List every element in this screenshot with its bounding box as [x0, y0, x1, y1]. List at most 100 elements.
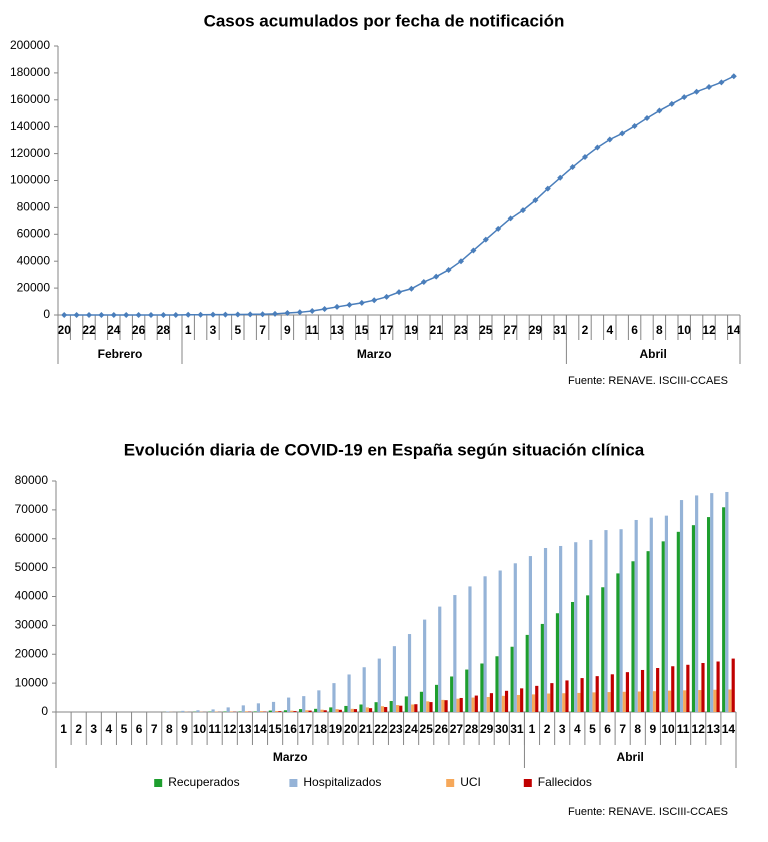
bar	[691, 525, 696, 712]
x-tick-label: 19	[329, 722, 343, 736]
marker	[619, 130, 626, 137]
legend-label: Hospitalizados	[303, 775, 381, 789]
bar	[256, 703, 260, 712]
bar	[459, 697, 463, 712]
x-tick-label: 26	[132, 323, 146, 337]
x-tick-label: 8	[634, 722, 641, 736]
bar	[634, 519, 638, 712]
bar	[646, 551, 650, 712]
bar	[377, 658, 381, 712]
marker	[61, 311, 68, 318]
marker	[668, 100, 675, 107]
x-tick-label: 13	[707, 722, 721, 736]
bar	[535, 685, 539, 712]
group-label: Marzo	[273, 750, 308, 764]
bar	[332, 683, 336, 712]
bar	[359, 704, 363, 712]
bar	[350, 708, 354, 712]
marker	[730, 73, 737, 80]
y-tick-label: 30000	[15, 618, 49, 632]
bar	[586, 595, 590, 712]
bar	[444, 700, 448, 712]
x-tick-label: 11	[306, 323, 319, 337]
x-tick-label: 14	[253, 722, 267, 736]
marker	[495, 225, 502, 232]
x-tick-label: 24	[404, 722, 418, 736]
x-tick-label: 31	[510, 722, 524, 736]
bar	[283, 710, 288, 712]
marker	[160, 311, 167, 318]
marker	[681, 94, 688, 101]
marker	[631, 123, 638, 130]
marker	[234, 311, 241, 318]
y-tick-label: 60000	[17, 226, 51, 240]
bar	[686, 664, 690, 712]
legend-label: Fallecidos	[538, 775, 592, 789]
x-tick-label: 21	[359, 722, 373, 736]
y-tick-label: 60000	[15, 531, 49, 545]
bar	[335, 709, 339, 712]
marker	[420, 279, 427, 286]
marker	[458, 258, 464, 265]
y-tick-label: 160000	[10, 92, 50, 106]
marker	[706, 84, 712, 91]
bar	[489, 693, 494, 712]
x-tick-label: 29	[529, 323, 543, 337]
bar	[223, 711, 227, 712]
marker	[718, 79, 725, 86]
y-tick-label: 70000	[15, 502, 49, 516]
bar	[268, 710, 272, 712]
bar	[293, 711, 297, 712]
bar	[625, 672, 630, 712]
bar	[456, 698, 460, 712]
marker	[185, 311, 192, 318]
marker	[644, 114, 650, 121]
x-tick-label: 27	[450, 722, 464, 736]
bar	[574, 542, 578, 712]
x-tick-label: 12	[702, 323, 716, 337]
bar	[347, 674, 351, 712]
group-label: Marzo	[357, 347, 392, 361]
bar	[592, 692, 596, 712]
y-tick-label: 80000	[15, 473, 49, 487]
bar	[196, 710, 200, 712]
bar	[671, 666, 675, 712]
y-tick-label: 20000	[17, 280, 51, 294]
bar	[513, 563, 517, 712]
marker	[693, 88, 700, 95]
marker	[396, 289, 402, 296]
bar	[211, 709, 215, 712]
bar	[495, 656, 499, 712]
bar	[616, 573, 620, 712]
marker	[172, 311, 179, 318]
x-tick-label: 9	[284, 323, 291, 337]
y-tick-label: 120000	[10, 146, 50, 160]
x-tick-label: 12	[223, 722, 237, 736]
bar	[229, 711, 233, 712]
x-tick-label: 22	[374, 722, 388, 736]
marker	[346, 301, 353, 308]
source-note: Fuente: RENAVE. ISCIII-CCAES	[568, 375, 728, 387]
bar	[396, 705, 400, 712]
x-tick-label: 2	[582, 323, 589, 337]
bar	[305, 710, 309, 712]
bar	[166, 711, 170, 712]
x-tick-label: 9	[650, 722, 657, 736]
bar	[399, 705, 403, 712]
x-tick-label: 6	[631, 323, 638, 337]
x-tick-label: 25	[420, 722, 434, 736]
marker	[383, 293, 390, 300]
marker	[210, 311, 216, 318]
bar	[661, 541, 665, 712]
y-tick-label: 20000	[15, 646, 49, 660]
x-tick-label: 6	[136, 722, 143, 736]
bar	[656, 668, 660, 712]
bar	[290, 710, 294, 712]
y-tick-label: 180000	[10, 65, 50, 79]
x-tick-label: 7	[259, 323, 266, 337]
bar	[181, 710, 185, 712]
marker	[123, 311, 130, 318]
x-tick-label: 1	[60, 722, 67, 736]
x-tick-label: 14	[722, 722, 736, 736]
bar	[540, 623, 544, 712]
